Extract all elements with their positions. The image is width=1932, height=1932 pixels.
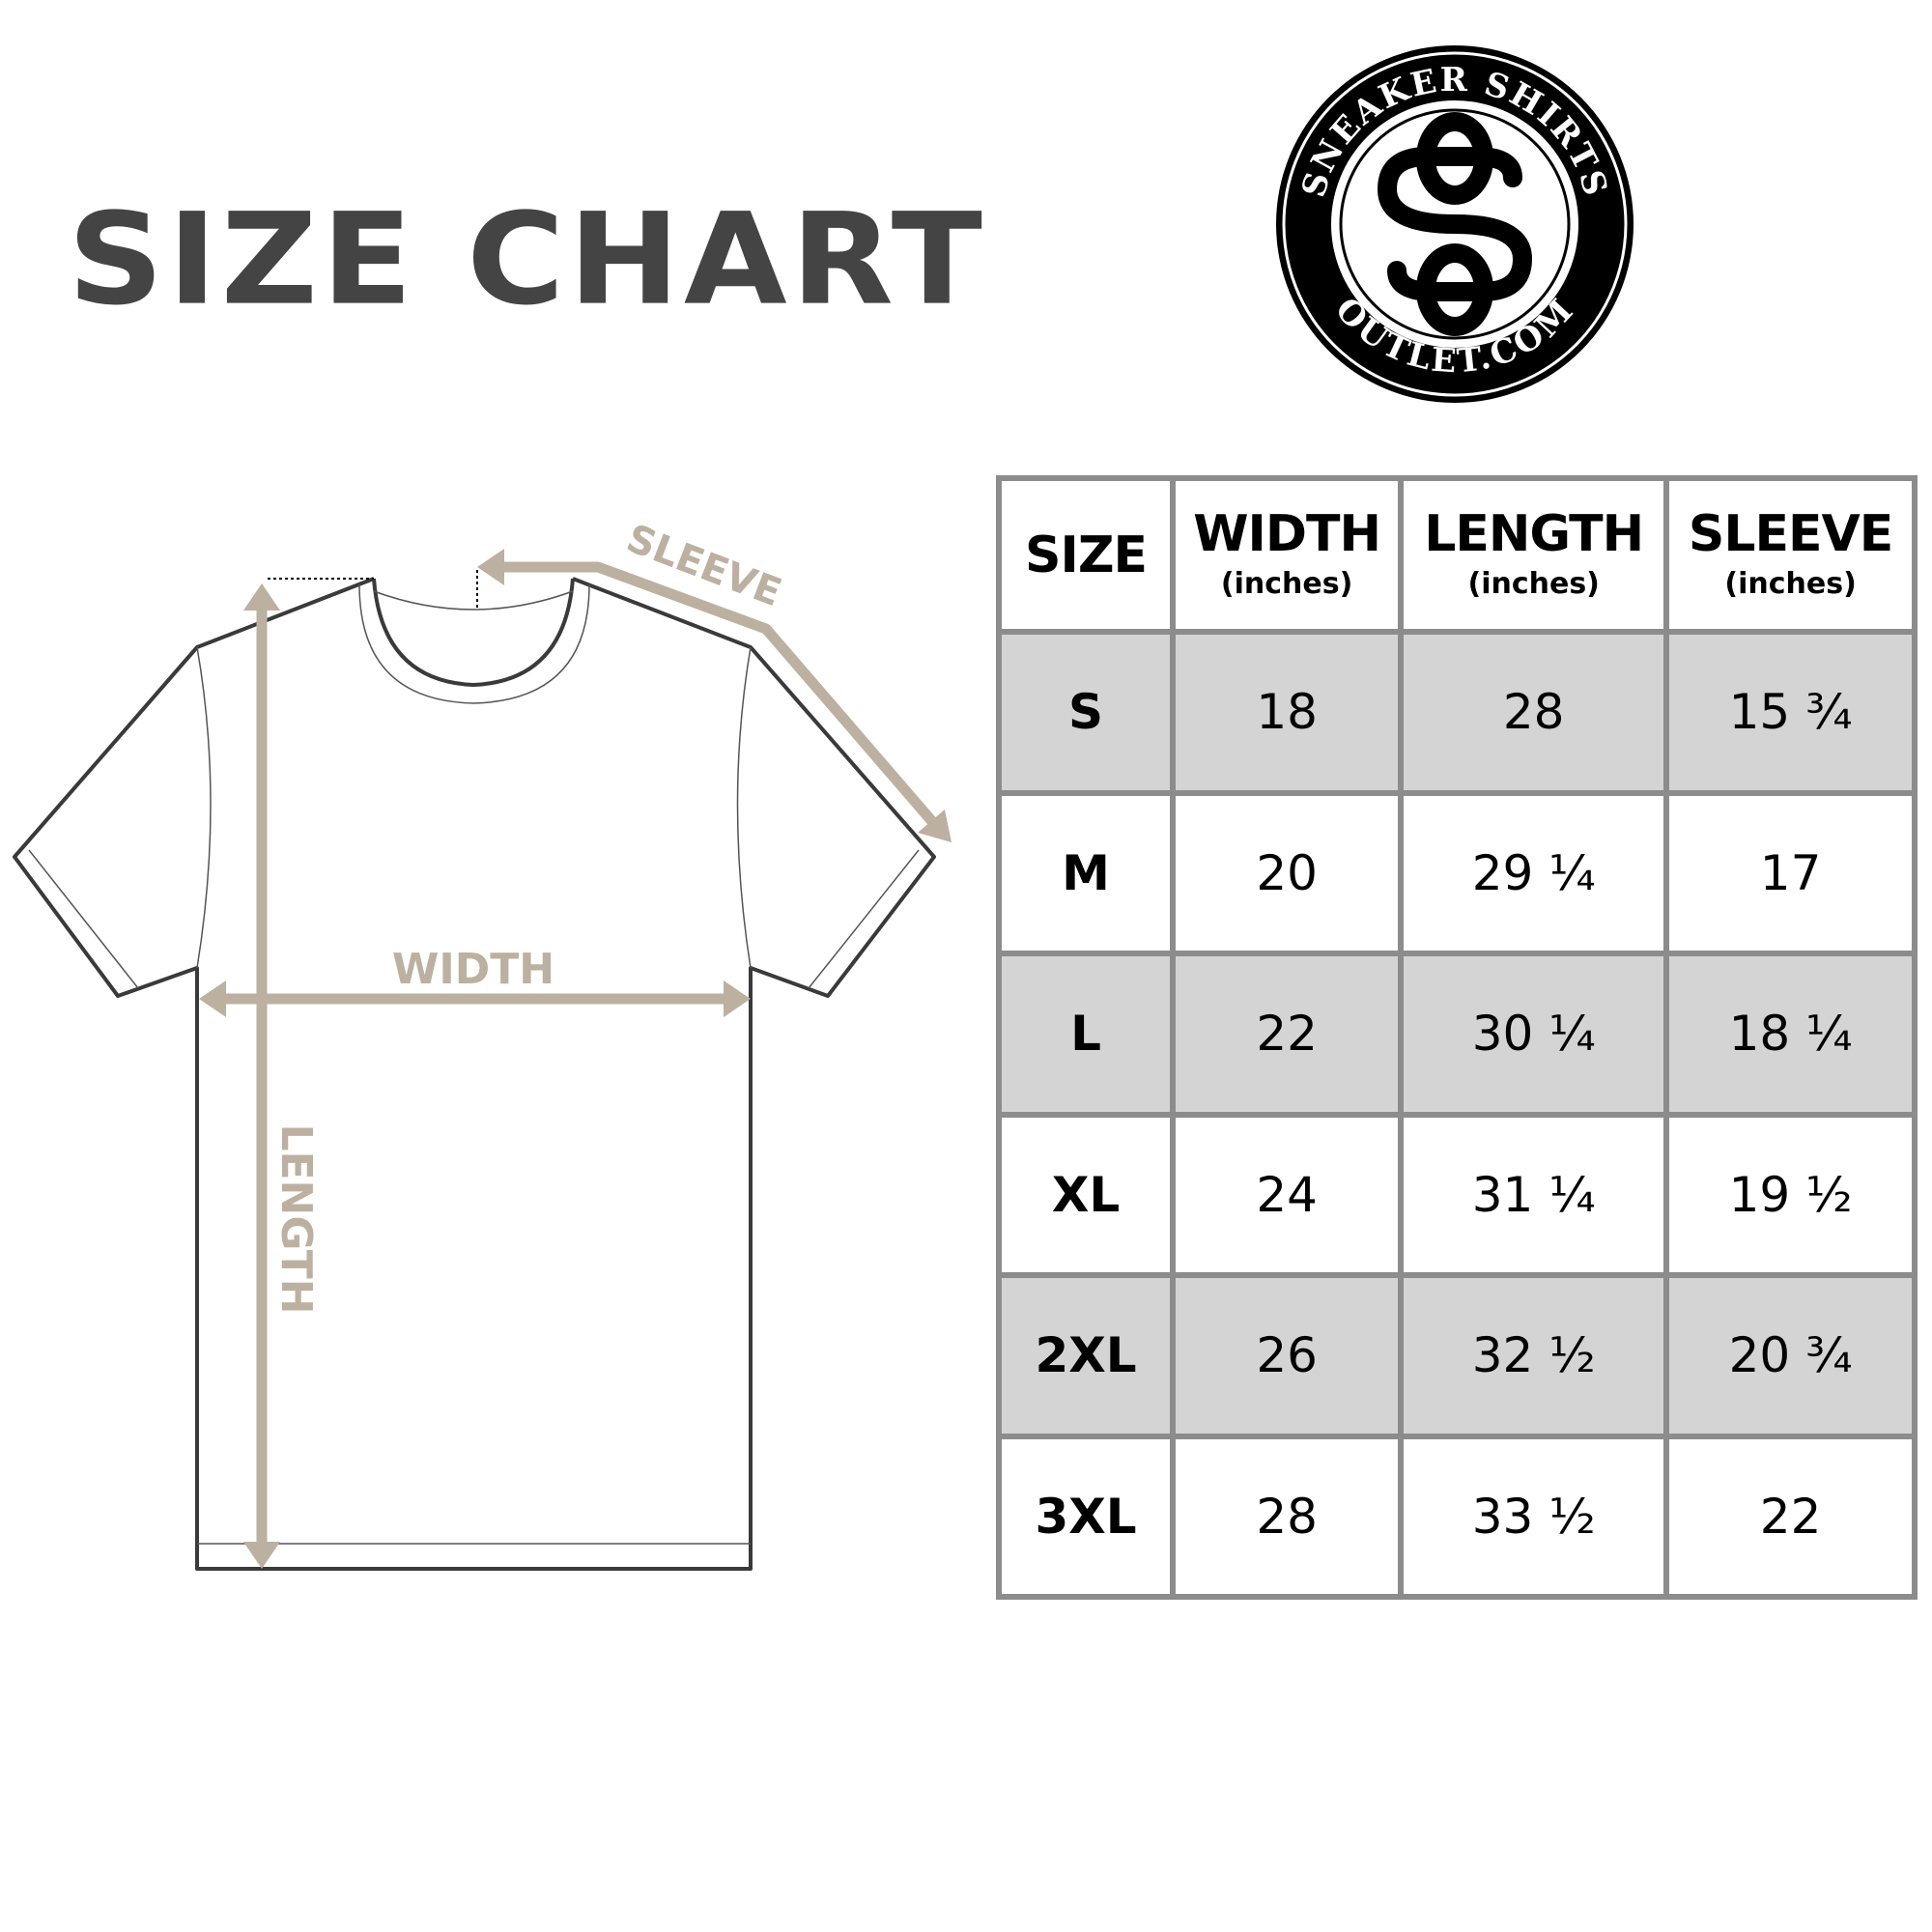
- sleeve-cell: 20 ¾: [1663, 1272, 1918, 1439]
- title-text: SIZE CHART: [68, 185, 986, 333]
- tshirt-diagram: SLEEVE WIDTH LENGTH: [13, 516, 952, 1571]
- size-cell: 3XL: [995, 1433, 1177, 1600]
- header-label: SLEEVE: [1688, 505, 1893, 563]
- header-size: SIZE: [995, 475, 1177, 635]
- header-label: WIDTH: [1193, 505, 1381, 563]
- width-label: WIDTH: [392, 945, 554, 994]
- width-cell: 22: [1170, 951, 1405, 1118]
- header-unit: (inches): [1467, 567, 1600, 601]
- size-cell: 2XL: [995, 1272, 1177, 1439]
- sleeve-cell: 19 ½: [1663, 1111, 1918, 1278]
- page-title: SIZE CHART: [68, 193, 986, 327]
- length-cell: 31 ¼: [1398, 1111, 1670, 1278]
- brand-logo: SNEAKER SHIRTS OUTLET.COM: [1276, 45, 1634, 403]
- length-cell: 33 ½: [1398, 1433, 1670, 1600]
- header-width: WIDTH (inches): [1170, 475, 1405, 635]
- size-cell: L: [995, 951, 1177, 1118]
- sleeve-cell: 17: [1663, 789, 1918, 956]
- width-cell: 20: [1170, 789, 1405, 956]
- width-cell: 26: [1170, 1272, 1405, 1439]
- table-row: XL 24 31 ¼ 19 ½: [995, 1111, 1918, 1278]
- length-cell: 30 ¼: [1398, 951, 1670, 1118]
- table-row: 2XL 26 32 ½ 20 ¾: [995, 1272, 1918, 1439]
- sleeve-cell: 15 ¾: [1663, 629, 1918, 796]
- header-sleeve: SLEEVE (inches): [1663, 475, 1918, 635]
- tshirt-seams: [28, 583, 920, 1545]
- length-cell: 29 ¼: [1398, 789, 1670, 956]
- sleeve-arrow: [493, 561, 947, 837]
- width-cell: 24: [1170, 1111, 1405, 1278]
- length-label: LENGTH: [271, 1123, 321, 1314]
- size-cell: S: [995, 629, 1177, 796]
- size-cell: XL: [995, 1111, 1177, 1278]
- tshirt-outline: [13, 577, 936, 1571]
- width-cell: 28: [1170, 1433, 1405, 1600]
- sleeve-cell: 22: [1663, 1433, 1918, 1600]
- measure-guides: [268, 570, 478, 611]
- table-row: L 22 30 ¼ 18 ¼: [995, 951, 1918, 1118]
- header-unit: (inches): [1724, 567, 1857, 601]
- size-cell: M: [995, 789, 1177, 956]
- header-length: LENGTH (inches): [1398, 475, 1670, 635]
- monogram-icon: [1377, 112, 1533, 336]
- table-row: 3XL 28 33 ½ 22: [995, 1433, 1918, 1600]
- table-header-row: SIZE WIDTH (inches) LENGTH (inches) SLEEVE…: [995, 475, 1918, 635]
- table-row: M 20 29 ¼ 17: [995, 789, 1918, 956]
- header-label: SIZE: [1025, 526, 1148, 584]
- header-label: LENGTH: [1424, 505, 1644, 563]
- length-cell: 28: [1398, 629, 1670, 796]
- table-row: S 18 28 15 ¾: [995, 629, 1918, 796]
- header-unit: (inches): [1220, 567, 1353, 601]
- arrow-heads: [199, 549, 952, 1569]
- width-cell: 18: [1170, 629, 1405, 796]
- sleeve-cell: 18 ¼: [1663, 951, 1918, 1118]
- size-table: SIZE WIDTH (inches) LENGTH (inches) SLEEVE…: [995, 475, 1918, 1600]
- length-cell: 32 ½: [1398, 1272, 1670, 1439]
